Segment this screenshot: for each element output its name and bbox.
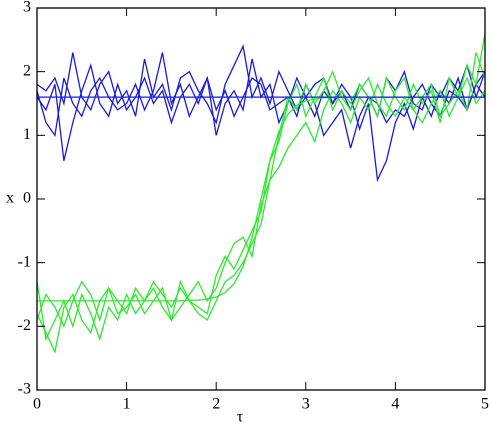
x-tick-label: 0 xyxy=(33,396,41,413)
series-line xyxy=(36,62,486,161)
y-tick-label: 2 xyxy=(23,62,31,79)
y-tick-label: -2 xyxy=(18,317,31,334)
x-axis-label: τ xyxy=(237,409,244,426)
y-tick-label: 1 xyxy=(23,126,31,143)
series-line xyxy=(36,76,486,329)
series-line xyxy=(37,96,485,302)
x-tick-label: 5 xyxy=(481,396,489,413)
series-line xyxy=(36,33,486,342)
y-tick-label: 3 xyxy=(23,0,31,16)
x-tick-label: 1 xyxy=(123,396,131,413)
x-tick-label: 2 xyxy=(212,396,220,413)
x-tick-label: 4 xyxy=(391,396,399,413)
y-axis-label: x xyxy=(6,190,14,207)
series-line xyxy=(36,52,486,354)
y-tick-label: -3 xyxy=(18,381,31,398)
y-tick-label: 0 xyxy=(23,190,31,207)
y-tick-label: -1 xyxy=(18,253,31,270)
x-tick-label: 3 xyxy=(302,396,310,413)
